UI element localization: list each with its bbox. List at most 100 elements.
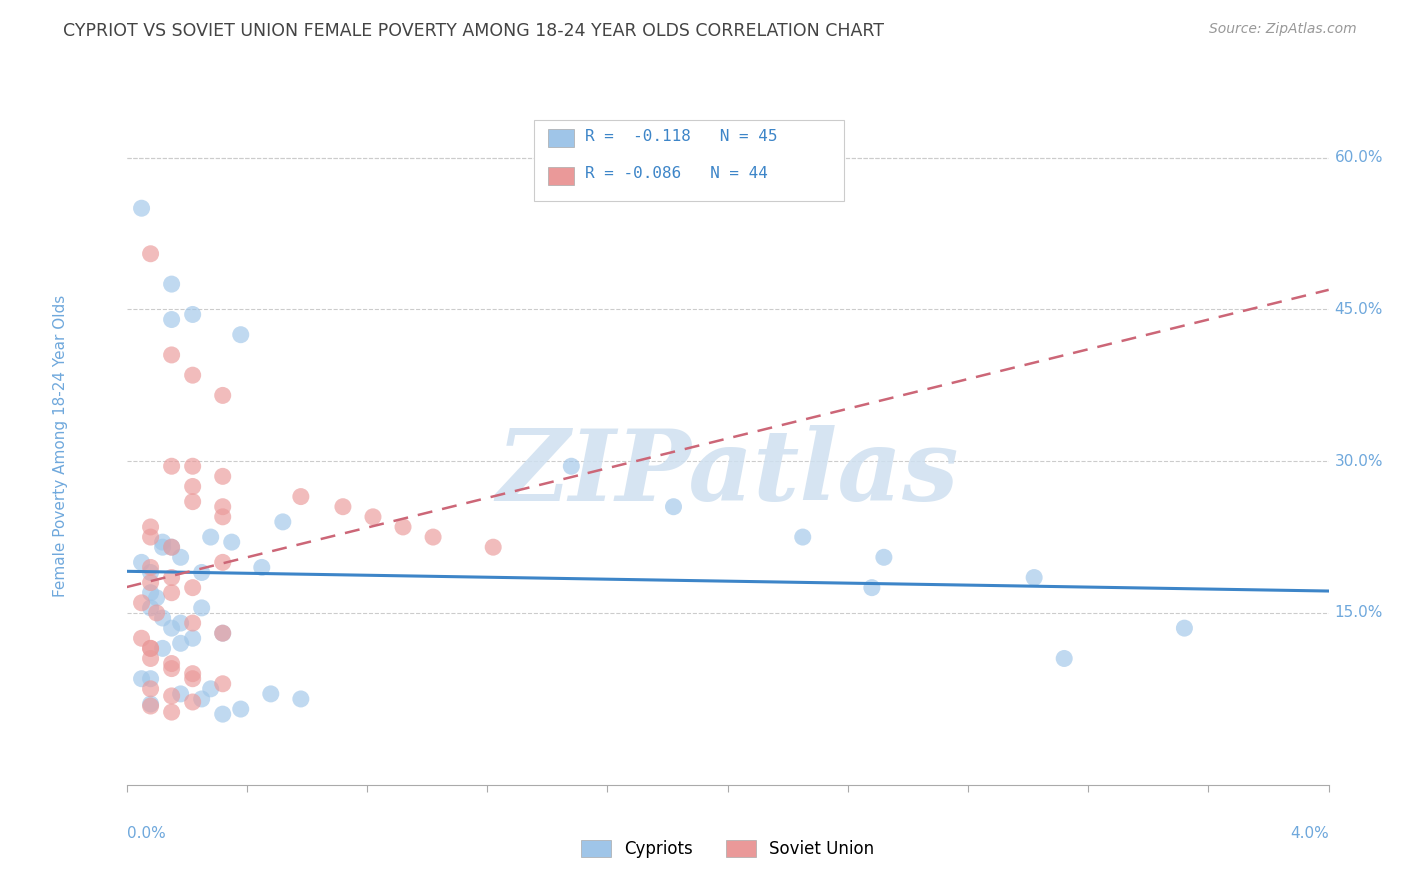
Point [139,641,162,656]
Point [873,550,896,565]
Point [181,666,204,681]
Point [200,530,222,544]
Point [181,459,204,474]
Point [160,312,183,326]
Point [332,500,354,514]
Point [190,692,212,706]
Point [181,479,204,493]
Point [131,596,153,610]
Point [181,308,204,322]
Point [422,530,444,544]
Point [211,500,233,514]
Point [290,692,312,706]
Point [181,672,204,686]
Point [139,560,162,574]
Point [139,246,162,260]
Point [190,600,212,615]
Point [169,550,191,565]
Text: 0.0%: 0.0% [127,826,166,840]
Point [290,490,312,504]
Point [169,636,191,650]
Point [139,566,162,580]
Point [200,681,222,696]
Point [145,606,167,620]
Point [152,540,174,554]
Point [361,509,384,524]
Point [181,368,204,383]
Point [152,641,174,656]
Point [139,672,162,686]
Point [139,520,162,534]
Point [160,689,183,703]
Text: Female Poverty Among 18-24 Year Olds: Female Poverty Among 18-24 Year Olds [53,295,67,597]
Point [131,555,153,569]
Point [145,591,167,605]
Point [181,632,204,646]
Point [181,695,204,709]
Point [160,657,183,671]
Point [271,515,294,529]
Point [221,535,243,549]
Point [392,520,415,534]
Point [1053,651,1076,665]
Point [211,626,233,640]
Point [169,687,191,701]
Point [181,616,204,631]
Point [211,677,233,691]
Point [139,600,162,615]
Point [169,616,191,631]
Point [131,201,153,215]
Point [229,327,252,342]
Point [211,707,233,722]
Point [139,530,162,544]
Point [139,681,162,696]
Point [181,494,204,508]
Point [211,509,233,524]
Point [482,540,505,554]
Point [160,459,183,474]
Point [229,702,252,716]
Point [250,560,273,574]
Point [160,348,183,362]
Point [139,651,162,665]
Text: R =  -0.118   N = 45: R = -0.118 N = 45 [585,129,778,144]
Point [160,621,183,635]
Text: 60.0%: 60.0% [1334,150,1384,165]
Point [139,585,162,599]
Point [260,687,283,701]
Text: 30.0%: 30.0% [1334,454,1384,468]
Text: ZIPatlas: ZIPatlas [496,425,959,521]
Point [190,566,212,580]
Text: 45.0%: 45.0% [1334,301,1384,317]
Text: 15.0%: 15.0% [1334,606,1384,621]
Point [131,672,153,686]
Point [160,540,183,554]
Text: 4.0%: 4.0% [1289,826,1329,840]
Point [211,469,233,483]
Point [1024,570,1046,584]
Point [662,500,685,514]
Point [152,535,174,549]
Point [160,585,183,599]
Point [211,388,233,402]
Point [560,459,582,474]
Point [139,641,162,656]
Point [139,699,162,714]
Point [139,697,162,711]
Point [160,277,183,292]
Point [152,611,174,625]
Point [160,540,183,554]
Point [139,575,162,590]
Point [131,632,153,646]
Legend: Cypriots, Soviet Union: Cypriots, Soviet Union [574,833,882,864]
Point [160,570,183,584]
Point [160,705,183,719]
Text: R = -0.086   N = 44: R = -0.086 N = 44 [585,167,768,181]
Point [860,581,883,595]
Point [792,530,814,544]
Point [211,555,233,569]
Point [1173,621,1195,635]
Text: Source: ZipAtlas.com: Source: ZipAtlas.com [1209,22,1357,37]
Text: CYPRIOT VS SOVIET UNION FEMALE POVERTY AMONG 18-24 YEAR OLDS CORRELATION CHART: CYPRIOT VS SOVIET UNION FEMALE POVERTY A… [63,22,884,40]
Point [211,626,233,640]
